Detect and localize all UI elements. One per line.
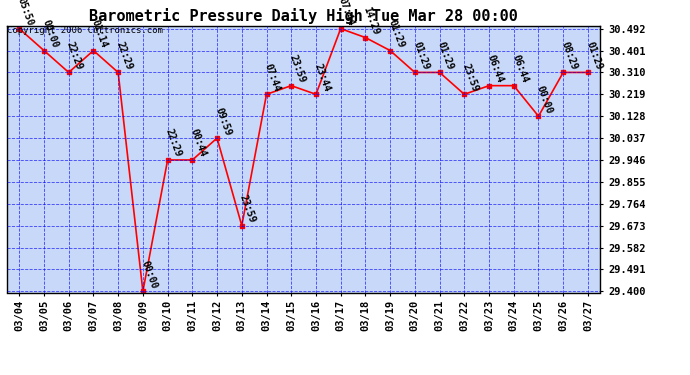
Text: 00:00: 00:00 xyxy=(139,259,159,290)
Text: 06:44: 06:44 xyxy=(510,53,529,84)
Text: 01:29: 01:29 xyxy=(386,18,406,50)
Text: 23:59: 23:59 xyxy=(461,62,480,93)
Text: 22:29: 22:29 xyxy=(65,40,84,71)
Text: 07:44: 07:44 xyxy=(337,0,357,27)
Text: 01:14: 01:14 xyxy=(90,18,109,50)
Text: 07:44: 07:44 xyxy=(263,62,282,93)
Text: 08:29: 08:29 xyxy=(560,40,579,71)
Text: 09:59: 09:59 xyxy=(213,106,233,137)
Text: 05:50: 05:50 xyxy=(16,0,35,27)
Text: 14:29: 14:29 xyxy=(362,5,381,36)
Text: 23:44: 23:44 xyxy=(313,62,332,93)
Text: 01:29: 01:29 xyxy=(411,40,431,71)
Text: Copyright 2006 Curtronics.com: Copyright 2006 Curtronics.com xyxy=(7,26,163,35)
Text: 22:29: 22:29 xyxy=(164,128,184,159)
Text: 22:29: 22:29 xyxy=(115,40,134,71)
Text: 01:29: 01:29 xyxy=(436,40,455,71)
Title: Barometric Pressure Daily High Tue Mar 28 00:00: Barometric Pressure Daily High Tue Mar 2… xyxy=(89,8,518,24)
Text: 00:00: 00:00 xyxy=(535,84,554,115)
Text: 00:44: 00:44 xyxy=(188,128,208,159)
Text: 23:59: 23:59 xyxy=(288,53,307,84)
Text: 01:29: 01:29 xyxy=(584,40,604,71)
Text: 00:00: 00:00 xyxy=(40,18,60,50)
Text: 23:59: 23:59 xyxy=(238,194,257,224)
Text: 06:44: 06:44 xyxy=(485,53,505,84)
